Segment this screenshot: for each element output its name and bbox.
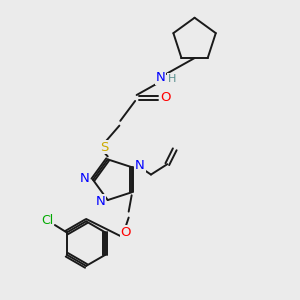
Text: O: O: [160, 92, 171, 104]
Text: N: N: [80, 172, 89, 185]
Text: N: N: [135, 159, 145, 172]
Text: N: N: [155, 71, 165, 84]
Text: O: O: [121, 226, 131, 239]
Text: Cl: Cl: [41, 214, 54, 227]
Text: H: H: [167, 74, 176, 84]
Text: N: N: [95, 195, 105, 208]
Text: S: S: [100, 140, 108, 154]
